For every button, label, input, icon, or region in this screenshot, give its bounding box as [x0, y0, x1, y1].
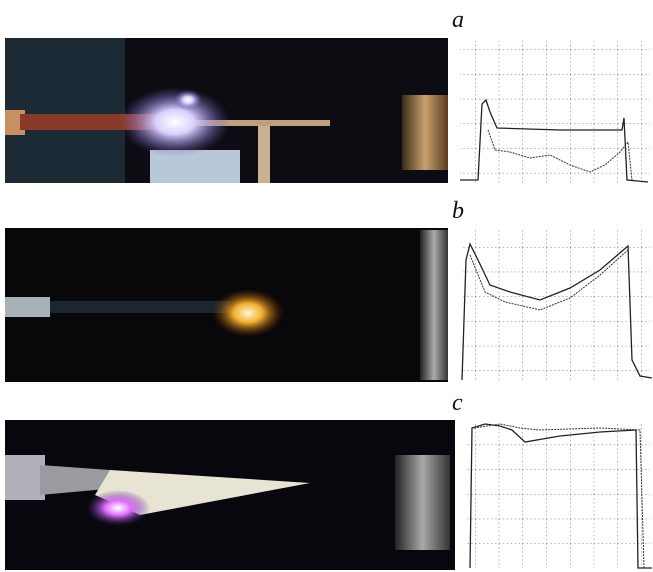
panel-label: a [452, 7, 464, 33]
panel-label: c [452, 390, 463, 416]
oscillogram [460, 40, 650, 185]
oscillogram [461, 230, 653, 382]
photo [5, 420, 455, 570]
photo [5, 228, 448, 382]
oscillogram [467, 422, 652, 569]
photo [5, 38, 448, 183]
panel-label: b [452, 198, 464, 224]
